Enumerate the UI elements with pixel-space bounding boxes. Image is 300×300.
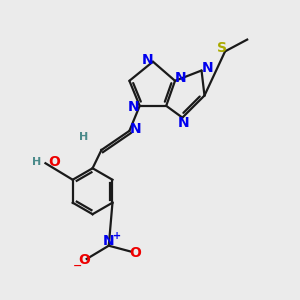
- Text: +: +: [113, 231, 121, 241]
- Text: H: H: [79, 132, 88, 142]
- Text: N: N: [142, 53, 154, 67]
- Text: O: O: [129, 246, 141, 260]
- Text: H: H: [32, 157, 41, 167]
- Text: N: N: [175, 71, 186, 85]
- Text: N: N: [178, 116, 190, 130]
- Text: N: N: [130, 122, 142, 136]
- Text: O: O: [48, 155, 60, 169]
- Text: N: N: [103, 234, 115, 248]
- Text: −: −: [73, 261, 82, 271]
- Text: S: S: [217, 41, 226, 55]
- Text: O: O: [78, 254, 90, 267]
- Text: N: N: [128, 100, 139, 114]
- Text: N: N: [202, 61, 214, 75]
